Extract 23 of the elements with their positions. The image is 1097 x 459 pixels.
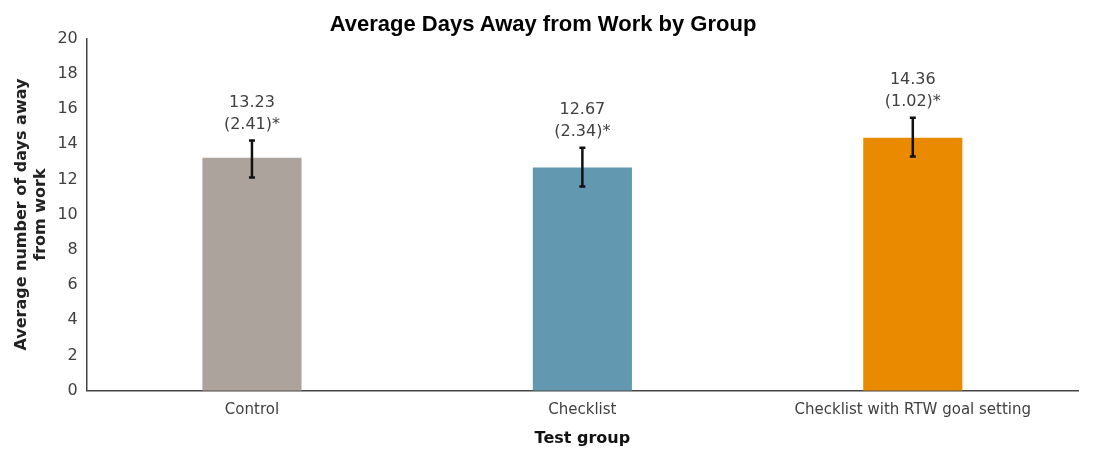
x-axis-title: Test group [534,427,631,447]
y-tick-label: 10 [57,203,78,223]
y-tick-label: 20 [57,27,78,47]
bar [532,167,632,391]
x-tick-label: Control [224,399,280,418]
y-tick-label: 12 [57,168,78,188]
y-tick-label: 14 [57,133,78,153]
y-tick-label: 16 [57,98,78,118]
y-tick-label: 8 [67,239,78,258]
y-tick-label: 2 [67,344,78,364]
y-axis-title: Average number of days away from work [10,78,49,351]
bar [863,137,963,391]
x-tick-label: Checklist [548,399,617,418]
data-label: 12.67 (2.34)* [554,98,611,140]
y-tick-label: 0 [67,379,78,399]
chart-title: Average Days Away from Work by Group [329,11,757,37]
y-tick-label: 18 [57,62,78,82]
bar [202,157,302,391]
data-label: 13.23 (2.41)* [223,91,281,133]
data-label: 14.36 (1.02)* [884,68,941,110]
y-tick-label: 4 [67,309,78,329]
y-tick-label: 6 [67,274,78,294]
x-tick-label: Checklist with RTW goal setting [794,399,1032,418]
